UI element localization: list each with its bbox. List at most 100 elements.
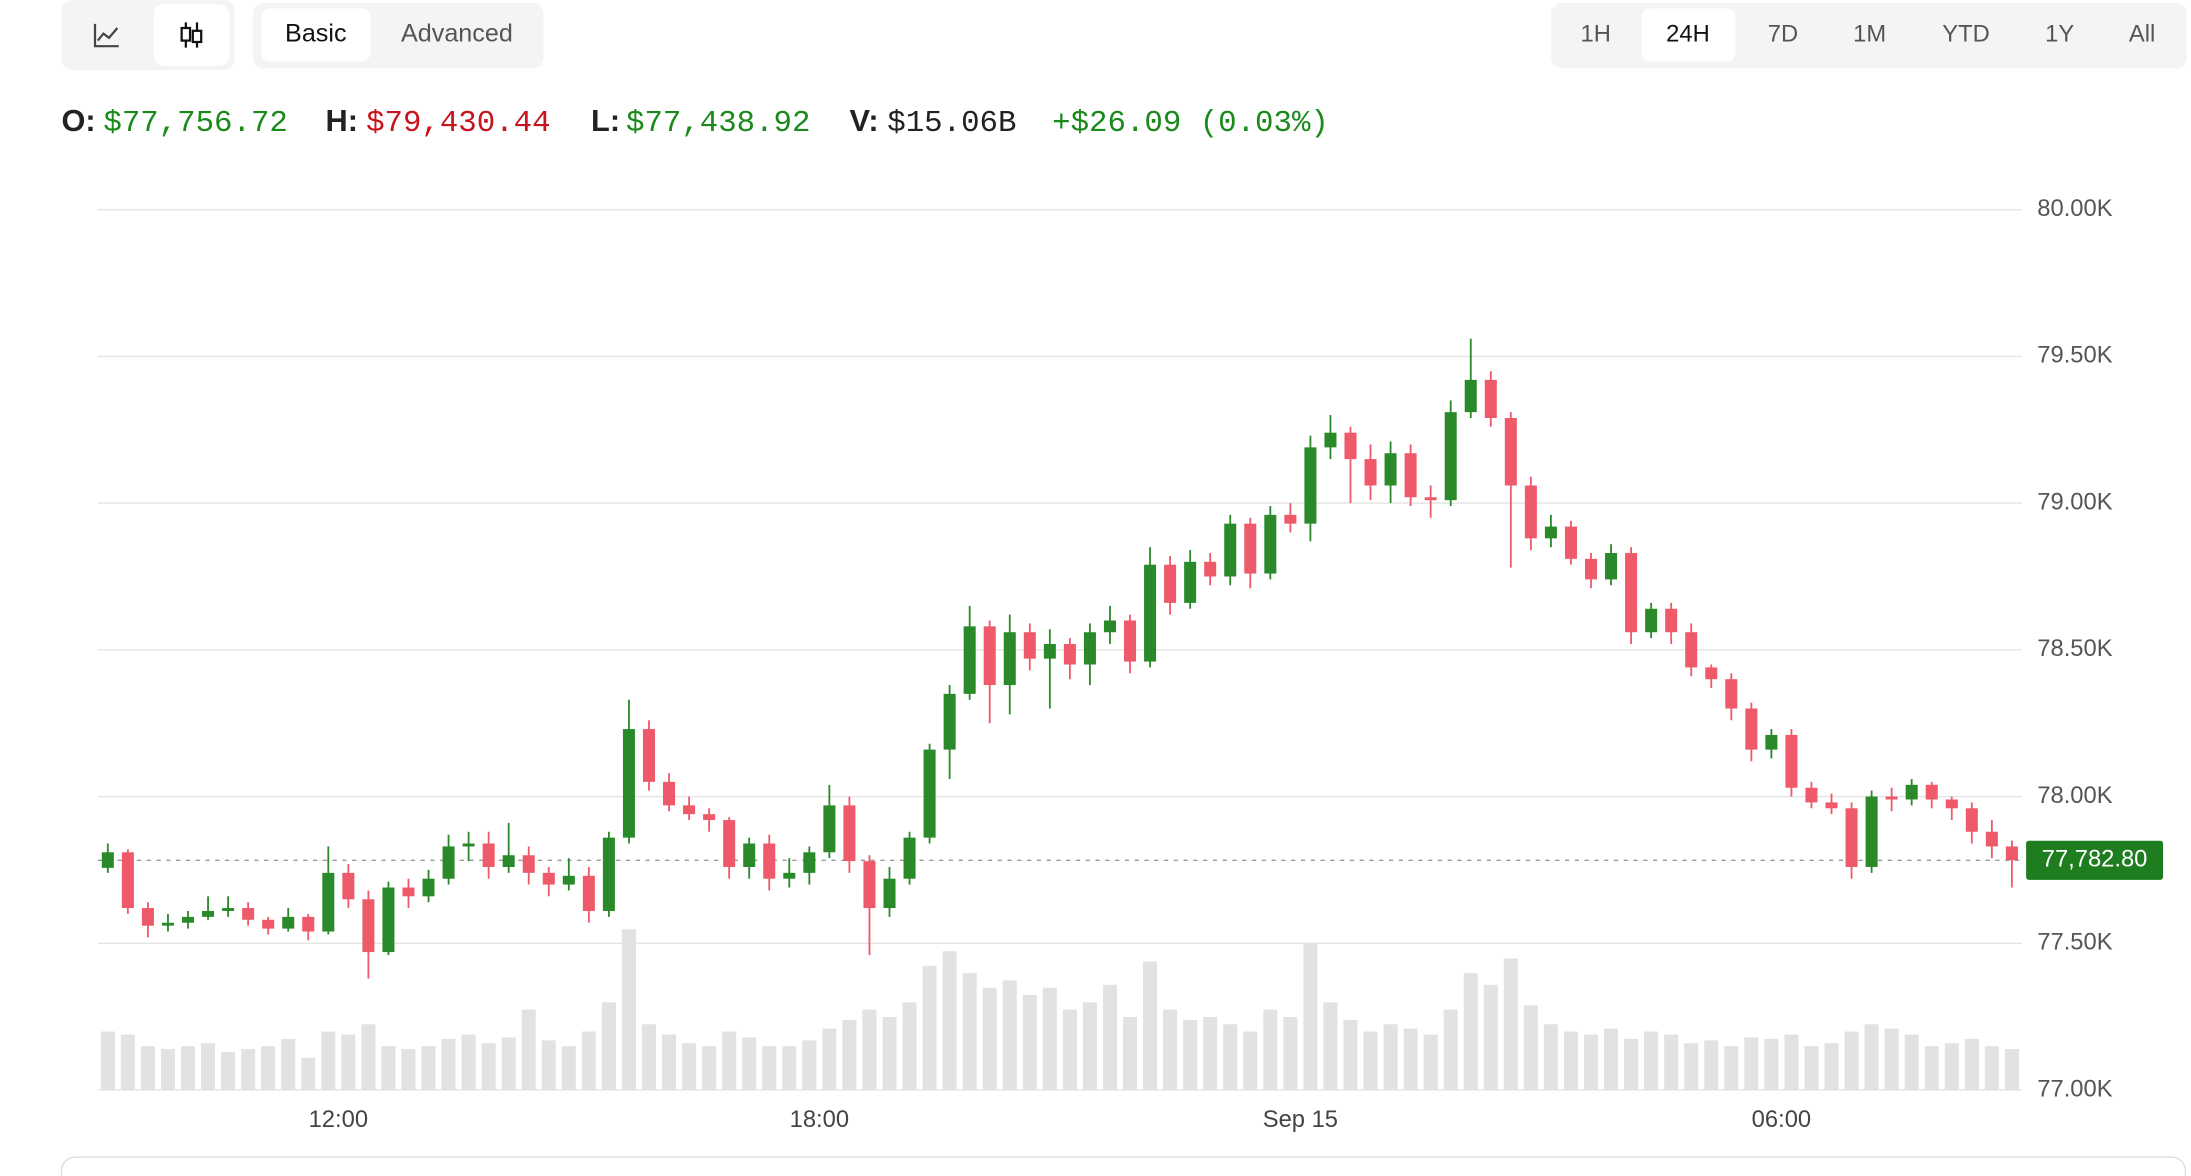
- volume-bar: [942, 951, 957, 1090]
- volume-bar: [902, 1002, 917, 1090]
- volume-bar: [201, 1043, 216, 1090]
- volume-bar: [1523, 1005, 1538, 1090]
- volume-bar: [120, 1034, 135, 1090]
- candle-body: [422, 878, 435, 897]
- candle-body: [502, 855, 515, 867]
- candle-body: [1164, 564, 1177, 603]
- volume-bar: [2004, 1049, 2019, 1090]
- range-button[interactable]: All: [2129, 20, 2155, 47]
- range-button[interactable]: 1M: [1853, 20, 1886, 47]
- volume-bar: [1463, 973, 1478, 1090]
- volume-bar: [782, 1046, 797, 1090]
- volume-bar: [160, 1049, 175, 1090]
- volume-bar: [982, 987, 997, 1090]
- volume-bar: [1684, 1043, 1699, 1090]
- candle-body: [743, 843, 756, 867]
- volume-bar: [1944, 1043, 1959, 1090]
- y-tick-label: 79.50K: [2037, 342, 2112, 369]
- candle-body: [1845, 808, 1858, 867]
- candle-body: [1043, 643, 1056, 659]
- range-button[interactable]: 1Y: [2045, 20, 2074, 47]
- x-tick-label: Sep 15: [1263, 1106, 1338, 1133]
- range-button[interactable]: 24H: [1666, 20, 1710, 47]
- volume-bar: [321, 1031, 336, 1090]
- x-tick-label: 06:00: [1752, 1106, 1811, 1133]
- button-bg: [153, 4, 230, 66]
- candle-body: [382, 887, 395, 953]
- candle-body: [202, 910, 215, 917]
- candle-body: [1424, 497, 1437, 501]
- candle-body: [1324, 432, 1337, 448]
- volume-bar: [1363, 1031, 1378, 1090]
- candle-body: [803, 852, 816, 873]
- candle-body: [1745, 708, 1758, 750]
- candle-body: [2005, 846, 2018, 861]
- volume-bar: [261, 1046, 276, 1090]
- candle-body: [1945, 799, 1958, 809]
- volume-bar: [1483, 984, 1498, 1090]
- volume-bar: [682, 1043, 697, 1090]
- active-mode-bg: [261, 8, 371, 62]
- candle-body: [1665, 608, 1678, 633]
- candle-body: [1063, 643, 1076, 665]
- x-tick-label: 18:00: [790, 1106, 849, 1133]
- volume-bar: [180, 1046, 196, 1090]
- candle-body: [222, 908, 235, 911]
- candle-body: [863, 861, 876, 909]
- button-bg: [72, 5, 143, 65]
- volume-bar: [361, 1024, 376, 1090]
- y-tick-label: 78.00K: [2037, 782, 2112, 809]
- volume-bar: [1022, 995, 1037, 1090]
- candle-body: [983, 626, 996, 686]
- mode-button[interactable]: Basic: [285, 20, 346, 48]
- volume-bar: [1303, 943, 1318, 1090]
- candle-body: [703, 814, 716, 821]
- mode-button[interactable]: Advanced: [401, 20, 513, 48]
- candle-body: [663, 781, 676, 806]
- volume-bar: [561, 1046, 576, 1090]
- volume-bar: [1183, 1019, 1198, 1090]
- candle-body: [1564, 526, 1577, 559]
- volume-bar: [140, 1046, 155, 1090]
- y-tick-label: 79.00K: [2037, 488, 2112, 515]
- range-button[interactable]: YTD: [1942, 20, 1990, 47]
- candle-body: [763, 843, 776, 879]
- volume-bar: [1123, 1016, 1138, 1090]
- candle-body: [141, 908, 154, 926]
- volume-bar: [381, 1046, 396, 1090]
- candle-body: [1444, 412, 1457, 501]
- range-button[interactable]: 1H: [1581, 20, 1611, 47]
- candle-body: [1524, 485, 1537, 539]
- volume-bar: [1724, 1046, 1739, 1090]
- volume-bar: [1804, 1046, 1819, 1090]
- candle-body: [602, 837, 615, 911]
- stat-label: V:: [850, 103, 879, 138]
- volume-bar: [662, 1034, 677, 1090]
- bottom-panel: [60, 1156, 2187, 1176]
- candle-body: [1885, 796, 1898, 800]
- stat-label: L:: [591, 103, 620, 138]
- line-chart-button[interactable]: [72, 5, 143, 65]
- volume-bar: [1624, 1038, 1639, 1090]
- candle-body: [1224, 523, 1237, 577]
- current-price-tag: [2026, 840, 2164, 880]
- candle-body: [1344, 432, 1357, 460]
- candle-body: [1645, 608, 1658, 633]
- candle-body: [823, 805, 836, 853]
- candle-body: [1023, 632, 1036, 659]
- candle-body: [1083, 632, 1096, 665]
- volume-bar: [1203, 1016, 1218, 1090]
- candle-body: [442, 846, 455, 879]
- candle-body: [1204, 561, 1217, 577]
- volume-bar: [862, 1009, 877, 1090]
- candle-body: [542, 872, 555, 885]
- volume-bar: [1824, 1043, 1839, 1090]
- volume-bar: [1864, 1024, 1879, 1090]
- candle-body: [943, 693, 956, 750]
- candle-chart-button[interactable]: [153, 4, 230, 66]
- candle-body: [843, 805, 856, 862]
- volume-bar: [1924, 1046, 1939, 1090]
- range-button[interactable]: 7D: [1768, 20, 1798, 47]
- candle-body: [121, 852, 134, 909]
- candle-body: [883, 878, 896, 909]
